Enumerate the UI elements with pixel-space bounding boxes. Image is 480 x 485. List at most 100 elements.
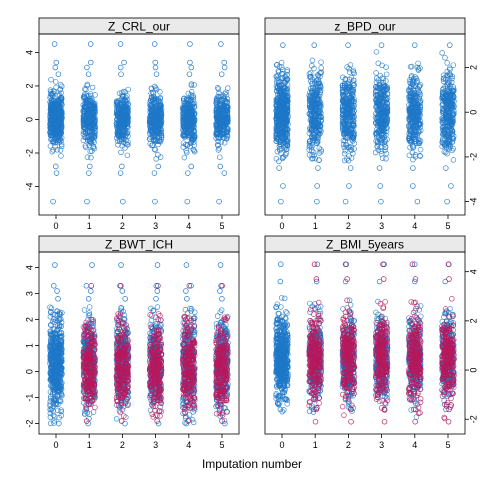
x-tick-label: 4 <box>412 221 417 231</box>
outlier-point <box>449 184 454 189</box>
data-point <box>125 153 130 158</box>
data-point <box>157 89 162 94</box>
data-point <box>374 49 379 54</box>
outlier-point <box>85 199 90 204</box>
outlier-point <box>153 199 158 204</box>
outlier-point <box>87 171 92 176</box>
outlier-point <box>410 184 415 189</box>
outlier-point <box>88 60 93 65</box>
outlier-point <box>153 60 158 65</box>
x-tick-label: 2 <box>346 221 351 231</box>
outlier-point <box>222 65 227 70</box>
outlier-point <box>88 42 93 47</box>
y-tick-label: -4 <box>468 198 478 206</box>
data-point <box>374 71 379 76</box>
outlier-point <box>119 164 124 169</box>
x-tick-label: 4 <box>186 221 191 231</box>
panel-frame <box>39 34 239 215</box>
outlier-point <box>222 171 227 176</box>
data-point <box>384 72 389 77</box>
outlier-point <box>281 184 286 189</box>
panel-frame <box>265 34 465 215</box>
outlier-point <box>52 263 57 268</box>
outlier-point <box>278 199 283 204</box>
outlier-point <box>118 42 123 47</box>
outlier-point <box>188 42 193 47</box>
outlier-point <box>348 166 353 171</box>
data-point <box>384 156 389 161</box>
panel-title: Z_BWT_ICH <box>105 238 173 252</box>
outlier-point <box>153 65 158 70</box>
y-tick-label: -2 <box>24 149 34 157</box>
outlier-point <box>410 166 415 171</box>
data-point <box>91 410 96 415</box>
x-tick-label: 5 <box>219 221 224 231</box>
x-tick-label: 0 <box>279 221 284 231</box>
outlier-point <box>189 164 194 169</box>
x-tick-label: 3 <box>379 221 384 231</box>
outlier-point <box>84 65 89 70</box>
outlier-point <box>118 65 123 70</box>
points-group <box>274 43 457 204</box>
outlier-point <box>51 283 56 288</box>
outlier-point <box>90 263 95 268</box>
outlier-point <box>415 199 420 204</box>
outlier-point <box>56 72 61 77</box>
outlier-point <box>120 199 125 204</box>
outlier-point <box>84 283 89 288</box>
outlier-point <box>86 72 91 77</box>
outlier-point <box>185 199 190 204</box>
data-point <box>53 79 58 84</box>
outlier-point <box>312 43 317 48</box>
outlier-point <box>315 184 320 189</box>
data-point <box>222 140 227 145</box>
data-point <box>445 61 450 66</box>
data-point <box>58 82 63 87</box>
data-point <box>119 150 124 155</box>
data-point <box>223 91 228 96</box>
x-tick-label: 5 <box>445 221 450 231</box>
data-point <box>90 85 95 90</box>
data-point <box>383 145 388 150</box>
outlier-point <box>343 199 348 204</box>
outlier-point <box>443 166 448 171</box>
outlier-point <box>346 43 351 48</box>
outlier-point <box>156 164 161 169</box>
y-tick-label: 0 <box>24 117 34 122</box>
x-tick-label: 3 <box>153 221 158 231</box>
data-point <box>451 158 456 163</box>
x-tick-label: 0 <box>53 221 58 231</box>
data-point <box>279 60 284 65</box>
outlier-point <box>53 164 58 169</box>
outlier-point <box>222 60 227 65</box>
outlier-point <box>51 199 56 204</box>
outlier-point <box>277 166 282 171</box>
data-point <box>310 58 315 63</box>
outlier-point <box>86 296 91 301</box>
data-point <box>440 50 445 55</box>
outlier-point <box>87 164 92 169</box>
outlier-point <box>217 199 222 204</box>
data-point <box>443 150 448 155</box>
data-point <box>380 156 385 161</box>
outlier-point <box>316 166 321 171</box>
outlier-point <box>54 171 59 176</box>
outlier-point <box>53 65 58 70</box>
outlier-point <box>314 199 319 204</box>
data-point <box>407 153 412 158</box>
x-tick-label: 1 <box>313 221 318 231</box>
outlier-point <box>119 72 124 77</box>
outlier-point <box>218 42 223 47</box>
y-tick-label: -2 <box>468 153 478 161</box>
data-point <box>342 151 347 156</box>
outlier-point <box>154 72 159 77</box>
outlier-point <box>152 171 157 176</box>
panel-title: Z_CRL_our <box>108 20 170 34</box>
outlier-point <box>88 289 93 294</box>
data-point <box>380 63 385 68</box>
outlier-point <box>346 184 351 189</box>
outlier-point <box>54 60 59 65</box>
